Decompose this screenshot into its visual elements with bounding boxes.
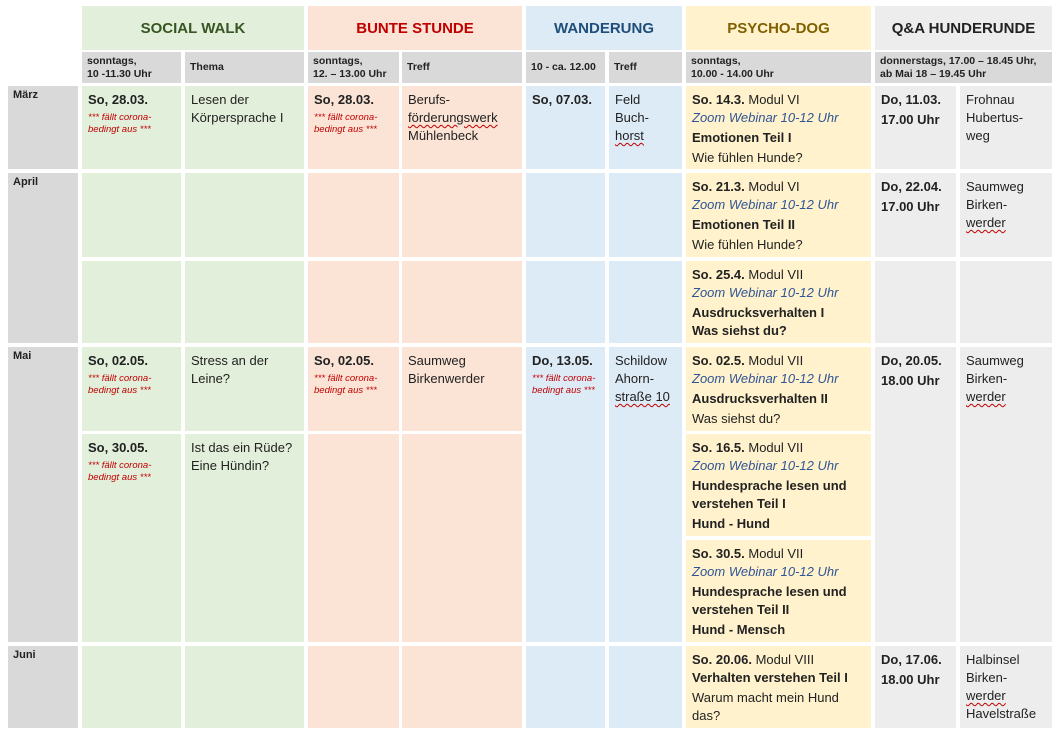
social-walk-april-empty — [185, 261, 304, 343]
qa-april-treff: Saumweg Birken- werder — [960, 173, 1052, 257]
header-psycho-dog: PSYCHO-DOG — [686, 6, 871, 50]
wanderung-mai-date: Do, 13.05. *** fällt corona-bedingt aus … — [526, 347, 605, 642]
wanderung-april-empty — [609, 261, 682, 343]
subheader-social-walk-thema: Thema — [185, 52, 304, 83]
qa-maerz-treff: Frohnau Hubertus- weg — [960, 86, 1052, 169]
header-qa-hunderunde: Q&A HUNDERUNDE — [875, 6, 1052, 50]
qa-juni-treff: Halbinsel Birken- werder Havelstraße — [960, 646, 1052, 728]
month-juni: Juni — [8, 646, 78, 728]
subheader-psycho-dog-time: sonntags, 10.00 - 14.00 Uhr — [686, 52, 871, 83]
qa-mai-date: Do, 20.05. 18.00 Uhr — [875, 347, 956, 642]
header-bunte-stunde: BUNTE STUNDE — [308, 6, 522, 50]
social-walk-mai-2-thema: Ist das ein Rüde? Eine Hündin? — [185, 434, 304, 642]
social-walk-mai-1-thema: Stress an der Leine? — [185, 347, 304, 431]
qa-mai-treff: Saumweg Birken- werder — [960, 347, 1052, 642]
social-walk-maerz-thema: Lesen der Körpersprache I — [185, 86, 304, 169]
bunte-stunde-april-empty — [402, 173, 522, 257]
subheader-bunte-stunde-time: sonntags, 12. – 13.00 Uhr — [308, 52, 399, 83]
qa-maerz-date: Do, 11.03. 17.00 Uhr — [875, 86, 956, 169]
wanderung-mai-treff: Schildow Ahorn- straße 10 — [609, 347, 682, 642]
psycho-dog-session-7: So. 20.06. Modul VIII Verhalten verstehe… — [686, 646, 871, 728]
psycho-dog-session-4: So. 02.5. Modul VII Zoom Webinar 10-12 U… — [686, 347, 871, 431]
qa-juni-date: Do, 17.06. 18.00 Uhr — [875, 646, 956, 728]
subheader-wanderung-time: 10 - ca. 12.00 — [526, 52, 605, 83]
psycho-dog-session-6: So. 30.5. Modul VII Zoom Webinar 10-12 U… — [686, 540, 871, 642]
social-walk-juni-empty — [185, 646, 304, 728]
subheader-wanderung-treff: Treff — [609, 52, 682, 83]
bunte-stunde-april-empty — [308, 261, 399, 343]
subheader-bunte-stunde-treff: Treff — [402, 52, 522, 83]
bunte-stunde-maerz-date: So, 28.03. *** fällt corona-bedingt aus … — [308, 86, 399, 169]
wanderung-april-empty — [609, 173, 682, 257]
social-walk-juni-empty — [82, 646, 181, 728]
subheader-qa-time: donnerstags, 17.00 – 18.45 Uhr, ab Mai 18… — [875, 52, 1052, 83]
psycho-dog-session-5: So. 16.5. Modul VII Zoom Webinar 10-12 U… — [686, 434, 871, 536]
wanderung-maerz-date: So, 07.03. — [526, 86, 605, 169]
psycho-dog-session-1: So. 14.3. Modul VI Zoom Webinar 10-12 Uh… — [686, 86, 871, 169]
qa-april-empty — [960, 261, 1052, 343]
wanderung-juni-empty — [609, 646, 682, 728]
psycho-dog-session-3: So. 25.4. Modul VII Zoom Webinar 10-12 U… — [686, 261, 871, 343]
bunte-stunde-juni-empty — [402, 646, 522, 728]
subheader-social-walk-time: sonntags, 10 -11.30 Uhr — [82, 52, 181, 83]
social-walk-april-empty — [82, 173, 181, 257]
social-walk-april-empty — [82, 261, 181, 343]
wanderung-maerz-treff: Feld Buch- horst — [609, 86, 682, 169]
header-social-walk: SOCIAL WALK — [82, 6, 304, 50]
social-walk-mai-2-date: So, 30.05. *** fällt corona-bedingt aus … — [82, 434, 181, 642]
bunte-stunde-mai-empty — [308, 434, 399, 642]
bunte-stunde-mai-date: So, 02.05. *** fällt corona-bedingt aus … — [308, 347, 399, 431]
month-maerz: März — [8, 86, 78, 169]
bunte-stunde-mai-empty — [402, 434, 522, 642]
social-walk-april-empty — [185, 173, 304, 257]
bunte-stunde-mai-treff: Saumweg Birkenwerder — [402, 347, 522, 431]
month-mai: Mai — [8, 347, 78, 642]
qa-april-date: Do, 22.04. 17.00 Uhr — [875, 173, 956, 257]
social-walk-mai-1-date: So, 02.05. *** fällt corona-bedingt aus … — [82, 347, 181, 431]
qa-april-empty — [875, 261, 956, 343]
bunte-stunde-juni-empty — [308, 646, 399, 728]
wanderung-april-empty — [526, 261, 605, 343]
bunte-stunde-april-empty — [308, 173, 399, 257]
bunte-stunde-maerz-treff: Berufs- förderungswerk Mühlenbeck — [402, 86, 522, 169]
month-april: April — [8, 173, 78, 343]
wanderung-april-empty — [526, 173, 605, 257]
wanderung-juni-empty — [526, 646, 605, 728]
bunte-stunde-april-empty — [402, 261, 522, 343]
header-wanderung: WANDERUNG — [526, 6, 682, 50]
psycho-dog-session-2: So. 21.3. Modul VI Zoom Webinar 10-12 Uh… — [686, 173, 871, 257]
social-walk-maerz-date: So, 28.03. *** fällt corona-bedingt aus … — [82, 86, 181, 169]
